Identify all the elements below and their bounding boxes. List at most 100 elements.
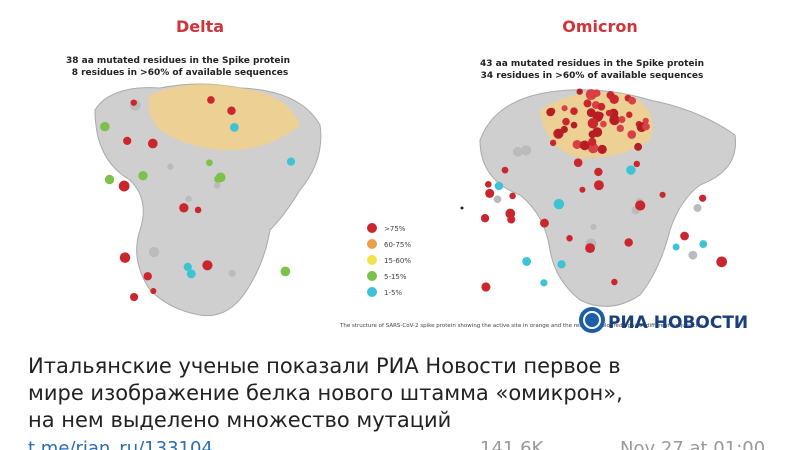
residue: [228, 269, 236, 277]
residue: [484, 181, 492, 188]
panel-title: Omicron: [562, 17, 638, 36]
residue: [520, 145, 532, 156]
residue: [593, 180, 604, 191]
legend-label: 5-15%: [384, 273, 407, 281]
residue: [118, 180, 130, 192]
panel-line: 8 residues in >60% of available sequence…: [72, 68, 289, 78]
residue: [138, 170, 148, 181]
legend-swatch: [367, 271, 377, 281]
legend: >75% 60-75% 15-60% 5-15% 1-5%: [367, 223, 411, 297]
post-text: Итальянские ученые показали РИА Новости …: [28, 354, 621, 378]
panel-line: 34 residues in >60% of available sequenc…: [481, 71, 704, 81]
residue: [605, 109, 613, 117]
residue: [522, 257, 532, 266]
residue: [590, 223, 597, 230]
residue: [129, 292, 139, 302]
residue: [583, 99, 592, 108]
residue: [148, 247, 160, 258]
residue: [183, 262, 192, 272]
residue: [505, 208, 516, 219]
residue: [202, 260, 213, 271]
residue: [215, 172, 226, 183]
logo-text: РИА НОВОСТИ: [608, 313, 748, 333]
residue: [493, 195, 502, 204]
residue: [150, 288, 157, 295]
residue: [570, 107, 578, 115]
residue: [693, 204, 702, 212]
residue: [716, 256, 727, 268]
residue: [206, 159, 213, 167]
residue: [592, 127, 603, 138]
residue: [554, 128, 564, 138]
residue: [588, 137, 597, 146]
residue: [609, 94, 619, 104]
active-site: [148, 84, 300, 150]
residue: [570, 121, 578, 129]
residue: [501, 166, 509, 174]
residue: [626, 111, 633, 118]
panel-line: 38 aa mutated residues in the Spike prot…: [66, 56, 290, 66]
legend-label: 1-5%: [384, 289, 402, 297]
legend-label: 60-75%: [384, 241, 411, 249]
residue: [572, 139, 582, 149]
logo-icon-ring: [583, 311, 601, 329]
residue: [699, 240, 708, 248]
residue: [553, 198, 565, 210]
residue: [485, 188, 495, 198]
post-views: 141.6K: [480, 438, 544, 450]
residue: [480, 214, 490, 223]
residue: [143, 272, 152, 281]
legend-label: 15-60%: [384, 257, 411, 265]
residue: [597, 144, 607, 154]
panel-line: 43 aa mutated residues in the Spike prot…: [480, 59, 704, 69]
post-text: мире изображение белка нового штамма «ом…: [28, 381, 623, 405]
residue: [626, 165, 636, 175]
residue: [611, 278, 618, 286]
residue: [680, 231, 689, 241]
protein-shape: [479, 89, 737, 307]
post-date: Nov 27 at 01:00: [620, 438, 766, 450]
residue: [635, 200, 646, 211]
residue: [618, 115, 626, 124]
residue: [186, 269, 196, 279]
residue: [585, 89, 597, 100]
residue: [185, 195, 192, 203]
legend-label: >75%: [384, 225, 406, 233]
legend-swatch: [367, 223, 377, 233]
residue: [672, 243, 680, 251]
residue: [280, 266, 291, 277]
residue: [585, 243, 595, 254]
residue: [688, 250, 698, 260]
post-link[interactable]: t.me/rian_ru/133104: [28, 438, 213, 450]
residue: [634, 142, 643, 151]
residue: [494, 181, 504, 191]
residue: [699, 194, 707, 202]
logo-icon: [579, 307, 605, 333]
residue: [659, 191, 666, 198]
residue: [579, 186, 586, 193]
residue: [194, 206, 202, 214]
residue: [561, 105, 568, 112]
residue: [207, 96, 215, 104]
residue: [642, 117, 649, 124]
residue: [227, 106, 236, 115]
residue: [627, 130, 637, 139]
residue: [123, 136, 132, 146]
post-image: Delta Omicron 38 aa mutated residues in …: [65, 17, 749, 333]
residue: [633, 160, 641, 168]
residue: [642, 122, 650, 131]
residue: [557, 260, 566, 269]
residue: [549, 139, 557, 147]
legend-swatch: [367, 287, 377, 297]
residue: [540, 279, 548, 287]
panel-title: Delta: [176, 17, 224, 36]
residue: [579, 140, 590, 151]
residue: [179, 203, 189, 213]
residue: [597, 102, 606, 111]
residue: [229, 122, 239, 132]
residue: [167, 163, 174, 170]
residue: [286, 157, 296, 166]
residue: [512, 146, 523, 157]
residue: [628, 96, 637, 105]
